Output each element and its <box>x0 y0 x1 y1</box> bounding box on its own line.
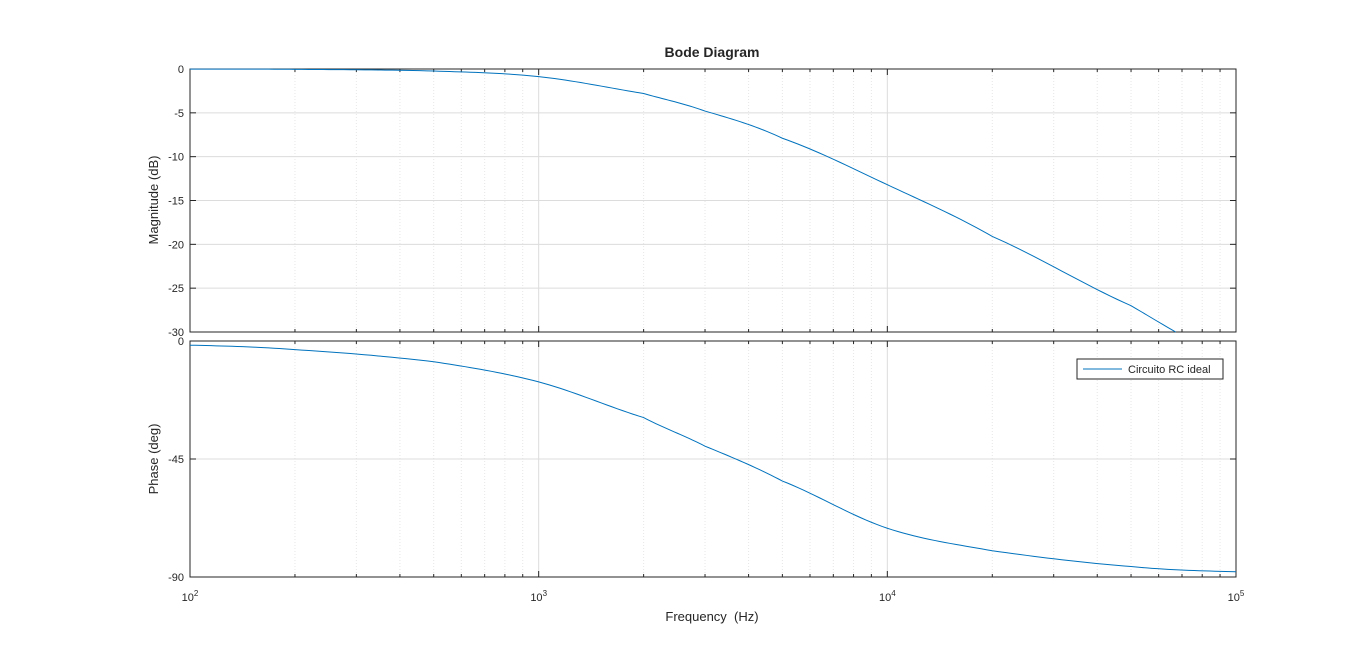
magnitude-y-ticks: 0 -5 -10 -15 -20 -25 -30 <box>168 64 1236 339</box>
phase-x-tick-marks <box>189 341 1237 577</box>
x-tick-labels: 102 103 104 105 <box>182 589 1245 604</box>
legend-box <box>1076 358 1224 380</box>
magnitude-x-tick-marks <box>189 69 1237 332</box>
chart-title: Bode Diagram <box>665 44 760 60</box>
x-tick-label: 103 <box>530 589 547 604</box>
phase-series-line <box>189 344 1237 573</box>
phase-y-ticks: 0 -45 -90 <box>168 336 1236 584</box>
magnitude-y-tick-label: -30 <box>168 327 184 339</box>
legend-label: Circuito RC ideal <box>1128 364 1211 376</box>
phase-panel: 0 -45 -90 Phase (deg) <box>146 336 1237 584</box>
magnitude-series-line <box>190 68 1176 333</box>
x-tick-label: 104 <box>879 589 896 604</box>
magnitude-y-tick-label: 0 <box>178 64 184 76</box>
phase-y-tick-label: -45 <box>168 454 184 466</box>
magnitude-y-tick-label: -20 <box>168 239 184 251</box>
x-tick-label: 102 <box>182 589 199 604</box>
magnitude-y-tick-label: -10 <box>168 152 184 164</box>
x-tick-label: 105 <box>1228 589 1245 604</box>
magnitude-y-tick-label: -15 <box>168 196 184 208</box>
magnitude-ylabel: Magnitude (dB) <box>146 156 161 245</box>
magnitude-grid <box>189 68 1237 333</box>
phase-ylabel: Phase (deg) <box>146 424 161 495</box>
phase-y-tick-label: 0 <box>178 336 184 348</box>
legend: Circuito RC ideal <box>1076 358 1224 380</box>
magnitude-y-tick-label: -25 <box>168 283 184 295</box>
magnitude-panel: 0 -5 -10 -15 -20 -25 -30 Magnitude (dB) <box>146 64 1237 339</box>
x-axis-label: Frequency (Hz) <box>665 609 758 624</box>
phase-y-tick-label: -90 <box>168 572 184 584</box>
magnitude-y-tick-label: -5 <box>174 108 184 120</box>
